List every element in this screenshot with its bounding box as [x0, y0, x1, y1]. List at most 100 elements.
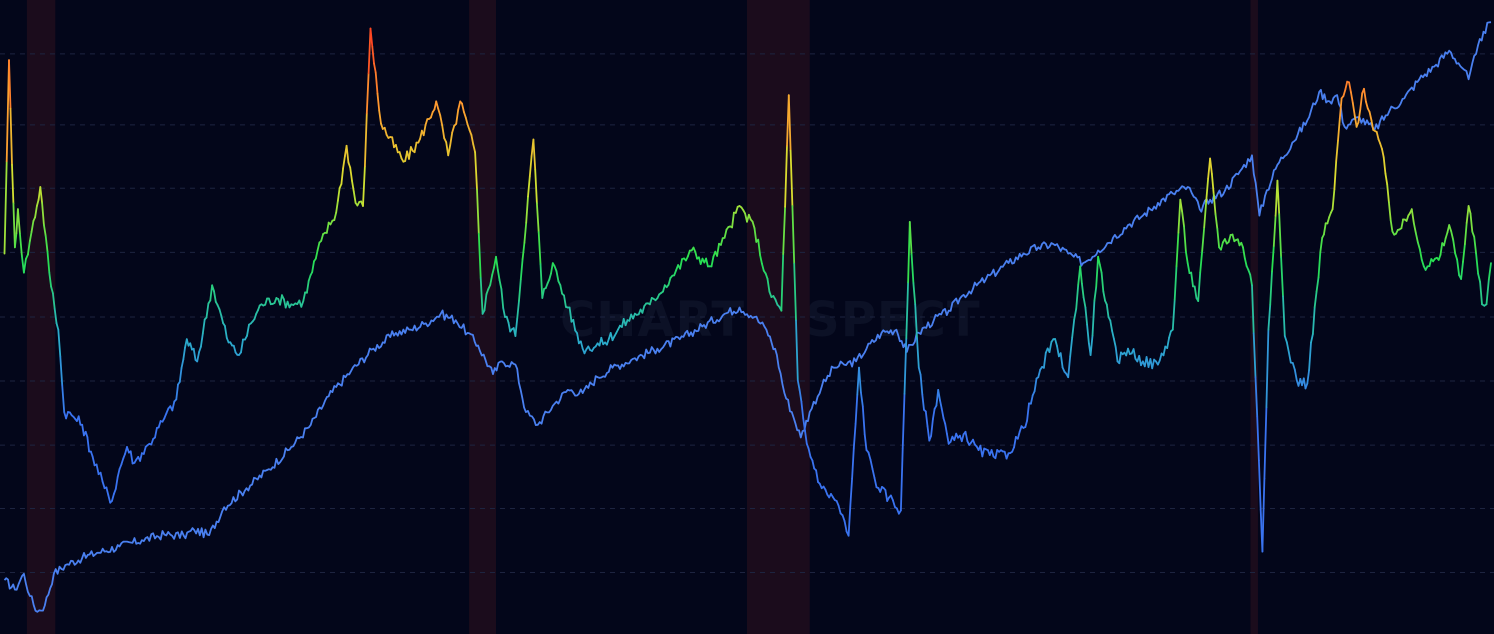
series-2-segment [55, 322, 60, 331]
series-2-segment [1359, 92, 1364, 111]
series-2-segment [455, 108, 460, 125]
series-2-segment [1211, 172, 1215, 195]
series-2-segment [1261, 477, 1266, 553]
series-2-segment [1242, 246, 1246, 260]
series-2-segment [1158, 352, 1163, 362]
series-2-segment [787, 94, 792, 152]
series-2-segment [246, 323, 250, 337]
series-2-segment [77, 415, 82, 426]
series-2-segment [994, 449, 999, 460]
series-2-segment [811, 459, 816, 470]
series-2-segment [1280, 256, 1284, 298]
series-2-segment [199, 332, 204, 348]
series-2-segment [990, 449, 995, 458]
series-2-segment [44, 234, 49, 253]
series-2-segment [59, 355, 64, 387]
series-2-segment [65, 411, 69, 420]
series-2-segment [253, 312, 258, 320]
series-2-segment [52, 292, 56, 310]
series-2-segment [1030, 394, 1034, 405]
series-2-segment [1265, 328, 1270, 409]
series-2-segment [662, 284, 666, 293]
series-2-segment [1365, 100, 1369, 110]
series-2-segment [1382, 156, 1387, 175]
series-2-segment [514, 317, 519, 337]
series-2-segment [46, 250, 51, 274]
series-2-segment [1276, 179, 1281, 216]
series-2-segment [1086, 323, 1090, 345]
series-2-segment [1370, 119, 1375, 131]
series-2-segment [335, 199, 339, 214]
series-2-segment [1256, 415, 1260, 462]
series-2-segment [470, 134, 475, 146]
series-2-segment [345, 144, 350, 164]
series-2-segment [496, 268, 501, 282]
series-2-segment [264, 297, 269, 306]
series-2-segment [39, 186, 43, 204]
series-2-segment [1272, 214, 1277, 247]
series-2-segment [1199, 249, 1204, 274]
series-2-segment [1100, 271, 1105, 293]
series-2-segment [791, 205, 796, 265]
series-2-segment [1473, 235, 1477, 255]
series-2-segment [175, 383, 179, 401]
series-2-segment [964, 430, 969, 443]
series-2-segment [223, 324, 228, 339]
series-2-segment [240, 338, 244, 354]
series-2-segment [837, 504, 842, 515]
series-2-segment [720, 237, 724, 246]
series-2-segment [1214, 213, 1219, 230]
series-2-segment [1220, 241, 1224, 251]
series-2-segment [314, 249, 319, 260]
series-2-segment [373, 62, 377, 74]
series-2-segment [782, 205, 786, 255]
series-2-segment [220, 314, 225, 325]
series-2-segment [854, 393, 859, 425]
series-2-segment [476, 188, 480, 235]
series-2-segment [279, 294, 283, 306]
series-2-segment [1269, 270, 1273, 306]
series-2-segment [1098, 263, 1103, 274]
series-2-segment [705, 257, 709, 268]
series-2-segment [1315, 276, 1320, 293]
series-2-segment [1109, 319, 1113, 332]
series-2-segment [641, 305, 646, 314]
series-2-segment [1179, 198, 1183, 213]
series-2-segment [1344, 80, 1349, 91]
series-2-segment [500, 288, 505, 309]
series-2-segment [1460, 260, 1464, 280]
series-2-segment [408, 146, 412, 160]
series-2-segment [1102, 290, 1106, 302]
series-2-segment [369, 27, 374, 48]
series-2-segment [300, 300, 305, 308]
series-2-segment [1095, 255, 1099, 288]
series-2-segment [1452, 239, 1457, 255]
series-2-segment [1118, 351, 1122, 365]
series-2-segment [516, 299, 520, 320]
series-2-segment [550, 262, 554, 275]
series-2-segment [380, 122, 384, 130]
series-2-segment [1381, 148, 1385, 159]
series-2-segment [474, 151, 478, 191]
series-2-segment [1414, 231, 1419, 244]
series-2-segment [541, 287, 545, 299]
series-2-segment [449, 131, 454, 147]
series-2-segment [1338, 97, 1343, 120]
series-2-segment [873, 476, 878, 489]
series-2-segment [91, 455, 96, 467]
series-2-segment [142, 445, 147, 455]
series-2-segment [1132, 348, 1137, 360]
series-2-segment [101, 480, 106, 490]
series-2-segment [1084, 306, 1088, 326]
series-2-segment [1342, 88, 1347, 97]
series-2-segment [53, 307, 58, 325]
series-2-segment [1389, 219, 1394, 233]
series-2-segment [1450, 230, 1455, 241]
series-2-segment [378, 109, 382, 125]
series-2-segment [491, 266, 496, 276]
series-2-segment [196, 351, 201, 363]
series-2-segment [391, 136, 395, 149]
series-2-segment [1105, 303, 1110, 318]
series-2-segment [1420, 258, 1425, 268]
